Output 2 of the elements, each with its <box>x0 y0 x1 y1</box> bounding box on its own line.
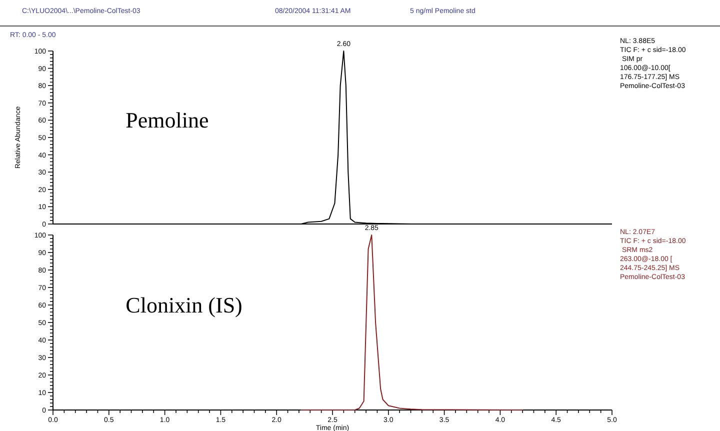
text: Clonixin (IS) <box>126 292 242 318</box>
text: Pemoline <box>126 108 209 132</box>
